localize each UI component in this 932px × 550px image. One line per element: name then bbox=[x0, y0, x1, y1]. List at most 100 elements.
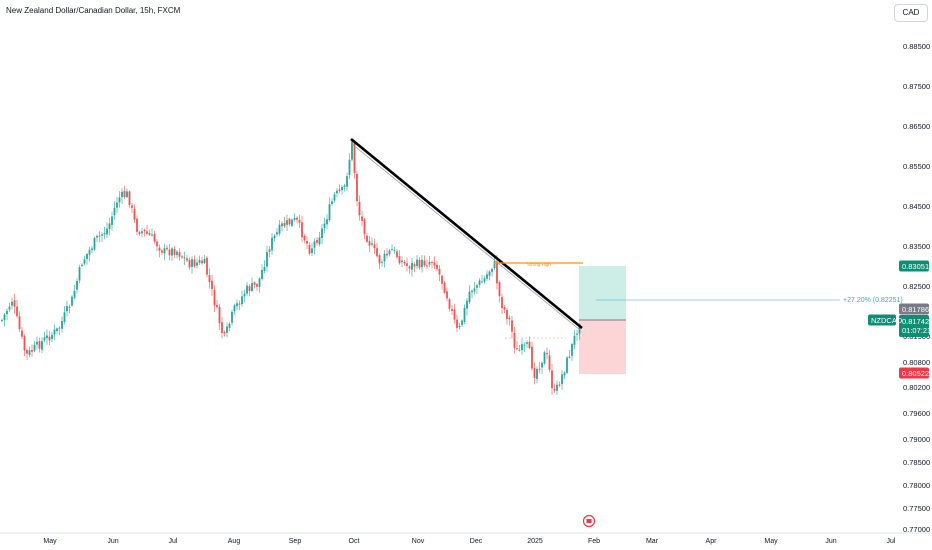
x-tick-label: Oct bbox=[349, 538, 360, 545]
candle bbox=[266, 245, 268, 272]
candle bbox=[191, 256, 193, 274]
candle bbox=[381, 259, 383, 267]
candle bbox=[298, 214, 301, 228]
candle bbox=[388, 248, 391, 257]
candle bbox=[443, 280, 446, 294]
candle bbox=[248, 283, 251, 297]
x-tick-label: Jun bbox=[107, 538, 118, 545]
candle bbox=[221, 317, 223, 339]
candle bbox=[508, 315, 511, 326]
price-axis[interactable]: 0.88500 0.87500 0.86500 0.85500 0.84500 0.835… bbox=[903, 42, 930, 534]
candle bbox=[96, 234, 98, 243]
candle bbox=[311, 242, 313, 257]
candle bbox=[466, 298, 468, 316]
target-zone bbox=[579, 266, 626, 320]
time-axis[interactable]: May Jun Jul Aug Sep Oct Nov Dec 2025 Feb Mar Apr May… bbox=[0, 532, 932, 545]
candle bbox=[486, 270, 488, 281]
candle bbox=[26, 348, 28, 361]
candle bbox=[156, 239, 158, 252]
candle bbox=[21, 326, 23, 340]
candle bbox=[498, 280, 501, 303]
candle bbox=[441, 274, 443, 290]
candle bbox=[518, 344, 521, 352]
candle bbox=[246, 282, 248, 296]
candle bbox=[256, 283, 258, 291]
candle bbox=[538, 361, 541, 374]
candle bbox=[231, 309, 233, 326]
candle bbox=[181, 254, 183, 259]
y-tick-label: 0.78000 bbox=[903, 481, 930, 490]
candle bbox=[251, 277, 253, 293]
candle bbox=[336, 188, 338, 198]
x-tick-label: Dec bbox=[470, 538, 483, 545]
candle bbox=[158, 244, 161, 258]
downtrend-line[interactable] bbox=[350, 137, 583, 330]
candle bbox=[516, 341, 518, 350]
candle bbox=[138, 230, 141, 236]
candle bbox=[263, 260, 266, 274]
candle bbox=[476, 283, 478, 294]
y-tick-label: 0.78500 bbox=[903, 458, 930, 467]
candle bbox=[356, 170, 358, 207]
candle bbox=[11, 297, 13, 310]
y-tick-label: 0.86500 bbox=[903, 122, 930, 131]
candle bbox=[171, 246, 173, 261]
candle bbox=[173, 245, 176, 258]
candle bbox=[413, 262, 416, 273]
candle bbox=[458, 322, 461, 330]
candle bbox=[573, 330, 576, 350]
currency-button[interactable]: CAD bbox=[894, 4, 928, 22]
candle bbox=[448, 297, 451, 312]
candle bbox=[41, 337, 43, 354]
candle bbox=[291, 218, 293, 227]
candle bbox=[306, 236, 308, 250]
svg-text:NZDCAD: NZDCAD bbox=[871, 316, 903, 325]
candle bbox=[416, 255, 418, 270]
candle bbox=[196, 258, 198, 269]
candle bbox=[521, 338, 523, 355]
candle bbox=[511, 315, 513, 339]
candle bbox=[363, 217, 366, 240]
y-tick-label: 0.77500 bbox=[903, 504, 930, 513]
candle bbox=[268, 246, 271, 258]
position-zones bbox=[579, 266, 626, 374]
candle bbox=[23, 334, 26, 357]
candle bbox=[541, 361, 543, 375]
candle bbox=[213, 285, 216, 312]
candle bbox=[183, 251, 186, 265]
candle bbox=[103, 226, 106, 240]
candle bbox=[68, 304, 71, 314]
candle bbox=[176, 249, 178, 259]
candle bbox=[341, 185, 343, 195]
candle bbox=[238, 300, 241, 311]
y-tick-label: 0.87500 bbox=[903, 82, 930, 91]
candle bbox=[43, 331, 46, 343]
candle bbox=[91, 245, 93, 254]
x-tick-label: Jun bbox=[825, 538, 836, 545]
candle bbox=[201, 256, 203, 265]
candle bbox=[166, 244, 168, 252]
x-tick-label: Sep bbox=[289, 538, 302, 545]
candle bbox=[531, 341, 533, 371]
candle bbox=[348, 153, 351, 180]
candle bbox=[343, 183, 346, 192]
candle bbox=[563, 371, 566, 380]
candle bbox=[286, 214, 288, 232]
candle bbox=[86, 252, 88, 265]
candle bbox=[406, 257, 408, 272]
event-marker-icon[interactable] bbox=[582, 514, 596, 528]
candle bbox=[576, 329, 578, 342]
candle bbox=[446, 287, 448, 302]
candle bbox=[226, 322, 228, 338]
candle bbox=[566, 355, 568, 375]
svg-text:0.83051: 0.83051 bbox=[902, 262, 929, 271]
candle bbox=[76, 278, 78, 294]
candle bbox=[296, 216, 298, 224]
candle bbox=[408, 264, 411, 274]
candle bbox=[93, 236, 96, 252]
stop-zone bbox=[579, 320, 626, 374]
candle bbox=[253, 281, 256, 289]
candle bbox=[506, 307, 508, 325]
svg-text:0.80522: 0.80522 bbox=[902, 369, 929, 378]
